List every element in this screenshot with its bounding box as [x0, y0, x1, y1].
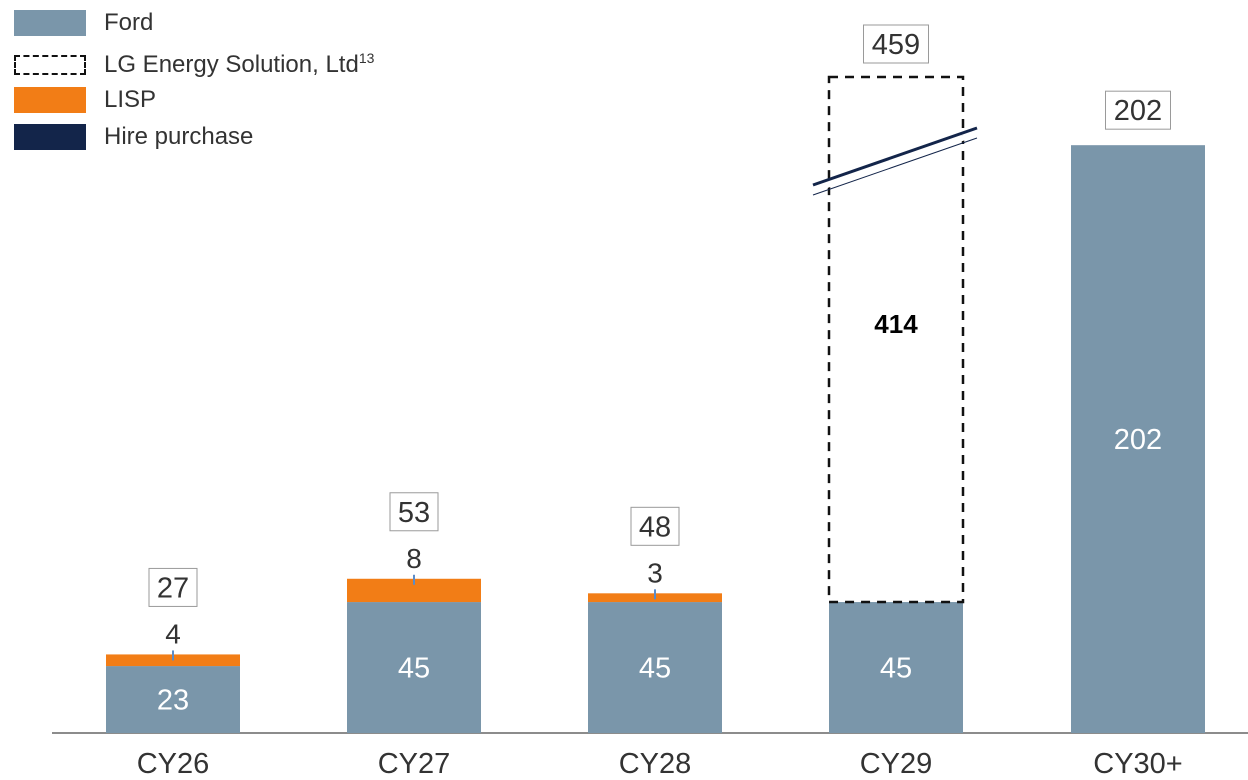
bar-ford-cy30plus [1071, 145, 1205, 733]
total-label: 27 [157, 572, 189, 604]
total-label: 202 [1114, 95, 1162, 127]
bar-ford-cy26 [106, 666, 240, 733]
footnote-marker: 13 [358, 50, 375, 66]
total-label: 48 [639, 511, 671, 543]
legend-label-lisp: LISP [104, 86, 157, 113]
total-box [1105, 90, 1171, 130]
total-box [863, 24, 929, 64]
legend-label-hire-purchase: Hire purchase [104, 123, 254, 150]
data-label-lisp: 8 [406, 543, 422, 574]
x-tick-label: CY30+ [1093, 748, 1182, 780]
x-tick-label: CY27 [378, 748, 451, 780]
lisp-swatch [14, 87, 86, 113]
hire-purchase-swatch [14, 124, 86, 150]
bar-ford-cy27 [347, 602, 481, 733]
total-box [630, 506, 680, 546]
bar-ford-cy29 [829, 602, 963, 733]
axis-break-line [812, 137, 978, 196]
data-label-lisp: 3 [647, 557, 663, 588]
total-box [148, 567, 198, 607]
bar-lg-energy-cy29 [827, 75, 965, 604]
data-label-ford: 202 [1114, 424, 1162, 456]
x-tick-label: CY26 [137, 748, 210, 780]
x-tick-label: CY28 [619, 748, 692, 780]
lg-energy-swatch [14, 55, 86, 75]
data-label-lg-energy: 414 [874, 309, 918, 339]
bar-lisp-cy27 [347, 578, 481, 603]
legend-label-lg-energy-name: LG Energy Solution, Ltd [104, 51, 359, 78]
legend-label-ford: Ford [104, 9, 154, 36]
x-tick-label: CY29 [860, 748, 933, 780]
data-label-ford: 45 [639, 653, 671, 685]
axis-break-gap [813, 130, 977, 193]
ford-swatch [14, 10, 86, 36]
total-label: 459 [872, 29, 920, 61]
total-label: 53 [398, 497, 430, 529]
axis-break-line [812, 126, 978, 187]
data-label-ford: 45 [880, 653, 912, 685]
bar-ford-cy28 [588, 602, 722, 733]
data-label-ford: 23 [157, 685, 189, 717]
legend-label-lg-energy: LG Energy Solution, Ltd13 [104, 50, 375, 78]
data-label-lisp: 4 [165, 618, 181, 649]
total-box [389, 492, 439, 532]
data-label-ford: 45 [398, 653, 430, 685]
